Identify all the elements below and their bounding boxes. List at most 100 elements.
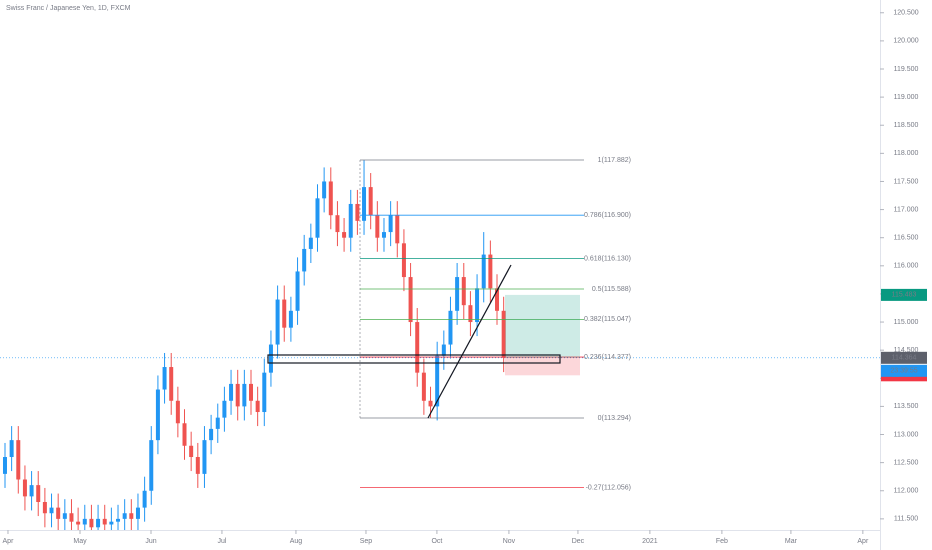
candle-body (96, 518, 101, 528)
fib-label: -0.27(112.056) (586, 484, 631, 491)
position-stop (505, 357, 580, 376)
candle-body (202, 440, 207, 474)
candle-body (375, 215, 380, 238)
price-tag-label: 114.364 (892, 355, 917, 362)
chart-title: Swiss Franc / Japanese Yen, 1D, FXCM (6, 5, 131, 12)
x-tick-label: Sep (360, 538, 373, 545)
y-tick-label: 114.500 (894, 347, 919, 354)
candle-body (362, 187, 367, 221)
candle-body (481, 254, 486, 289)
x-tick-label: Aug (290, 538, 303, 545)
candle-body (195, 457, 200, 474)
candle-body (275, 299, 280, 345)
y-tick-label: 113.000 (894, 431, 919, 438)
candle-body (9, 440, 14, 458)
x-tick-label: May (73, 538, 87, 545)
price-tag (881, 351, 927, 364)
x-tick-label: Apr (3, 538, 15, 545)
candle-body (401, 243, 406, 278)
candle-body (56, 507, 61, 519)
y-tick-label: 117.000 (894, 206, 919, 213)
x-tick-label: Jul (217, 538, 226, 545)
candle-body (182, 423, 187, 446)
candle-body (302, 248, 307, 272)
candle-body (308, 237, 313, 249)
price-tag-label: 115.483 (892, 292, 917, 299)
trend-line (427, 264, 512, 419)
y-tick-label: 113.500 (894, 403, 919, 410)
candle-body (129, 513, 134, 519)
candle-body (501, 310, 506, 358)
candle-body (249, 383, 254, 401)
x-tick-label: Apr (857, 538, 869, 545)
candle-body (69, 513, 74, 522)
candle-body (395, 215, 400, 244)
candle-body (435, 355, 440, 407)
candle-body (175, 400, 180, 424)
candle-body (408, 277, 413, 323)
y-tick-label: 118.000 (894, 150, 919, 157)
x-tick-label: Mar (785, 538, 798, 545)
candle-body (42, 501, 47, 514)
candle-body (169, 367, 174, 401)
y-tick-label: 112.500 (894, 459, 919, 466)
candle-body (282, 299, 287, 328)
fib-label: 0.786(116.900) (584, 212, 631, 219)
candle-body (102, 518, 107, 525)
candle-body (109, 521, 114, 525)
support-box (267, 354, 561, 364)
y-tick-label: 118.500 (894, 122, 919, 129)
candle-body (162, 367, 167, 390)
candle-body (488, 254, 493, 289)
candle-body (149, 440, 154, 491)
candle-body (62, 513, 67, 519)
candle-body (468, 305, 473, 323)
y-tick-label: 119.500 (894, 66, 919, 73)
fib-label: 0.618(116.130) (584, 255, 631, 262)
y-tick-label: 119.000 (894, 94, 919, 101)
candle-body (142, 490, 147, 508)
position-target (505, 294, 580, 358)
candle-body (76, 521, 81, 525)
candle-body (315, 198, 320, 238)
candle-body (262, 372, 267, 413)
candle-body (209, 428, 214, 441)
candle-body (2, 457, 7, 474)
y-tick-label: 120.000 (893, 38, 918, 45)
candle-body (415, 322, 420, 373)
y-tick-label: 116.500 (894, 235, 919, 242)
y-tick-label: 111.500 (894, 516, 918, 523)
candle-body (461, 277, 466, 306)
candle-body (235, 383, 240, 407)
x-tick-label: Dec (572, 538, 585, 545)
x-tick-label: Feb (716, 538, 728, 545)
candle-body (255, 400, 260, 413)
candle-body (475, 288, 480, 323)
x-tick-label: Nov (503, 538, 516, 545)
candle-body (49, 507, 54, 514)
candle-body (348, 203, 353, 238)
candle-body (122, 513, 127, 519)
fib-label: 0.382(115.047) (584, 316, 631, 323)
candle-body (215, 417, 220, 429)
candle-body (22, 479, 27, 497)
candle-body (342, 232, 347, 238)
candle-body (421, 372, 426, 401)
candle-body (328, 181, 333, 216)
fib-label: 1(117.882) (598, 157, 631, 164)
candle-body (135, 507, 140, 519)
candle-body (455, 277, 460, 311)
x-tick-label: Oct (431, 538, 442, 545)
fib-label: 0.5(115.588) (592, 286, 631, 293)
candle-body (495, 288, 500, 311)
candle-body (441, 344, 446, 356)
candle-body (355, 203, 360, 221)
candle-body (155, 389, 160, 441)
fib-label: 0.236(114.377) (584, 354, 631, 361)
candle-body (368, 187, 373, 216)
countdown-label: 23:39:55 (890, 368, 917, 375)
plot-area (0, 159, 880, 530)
price-tag (881, 288, 927, 301)
candle-body (242, 383, 247, 407)
